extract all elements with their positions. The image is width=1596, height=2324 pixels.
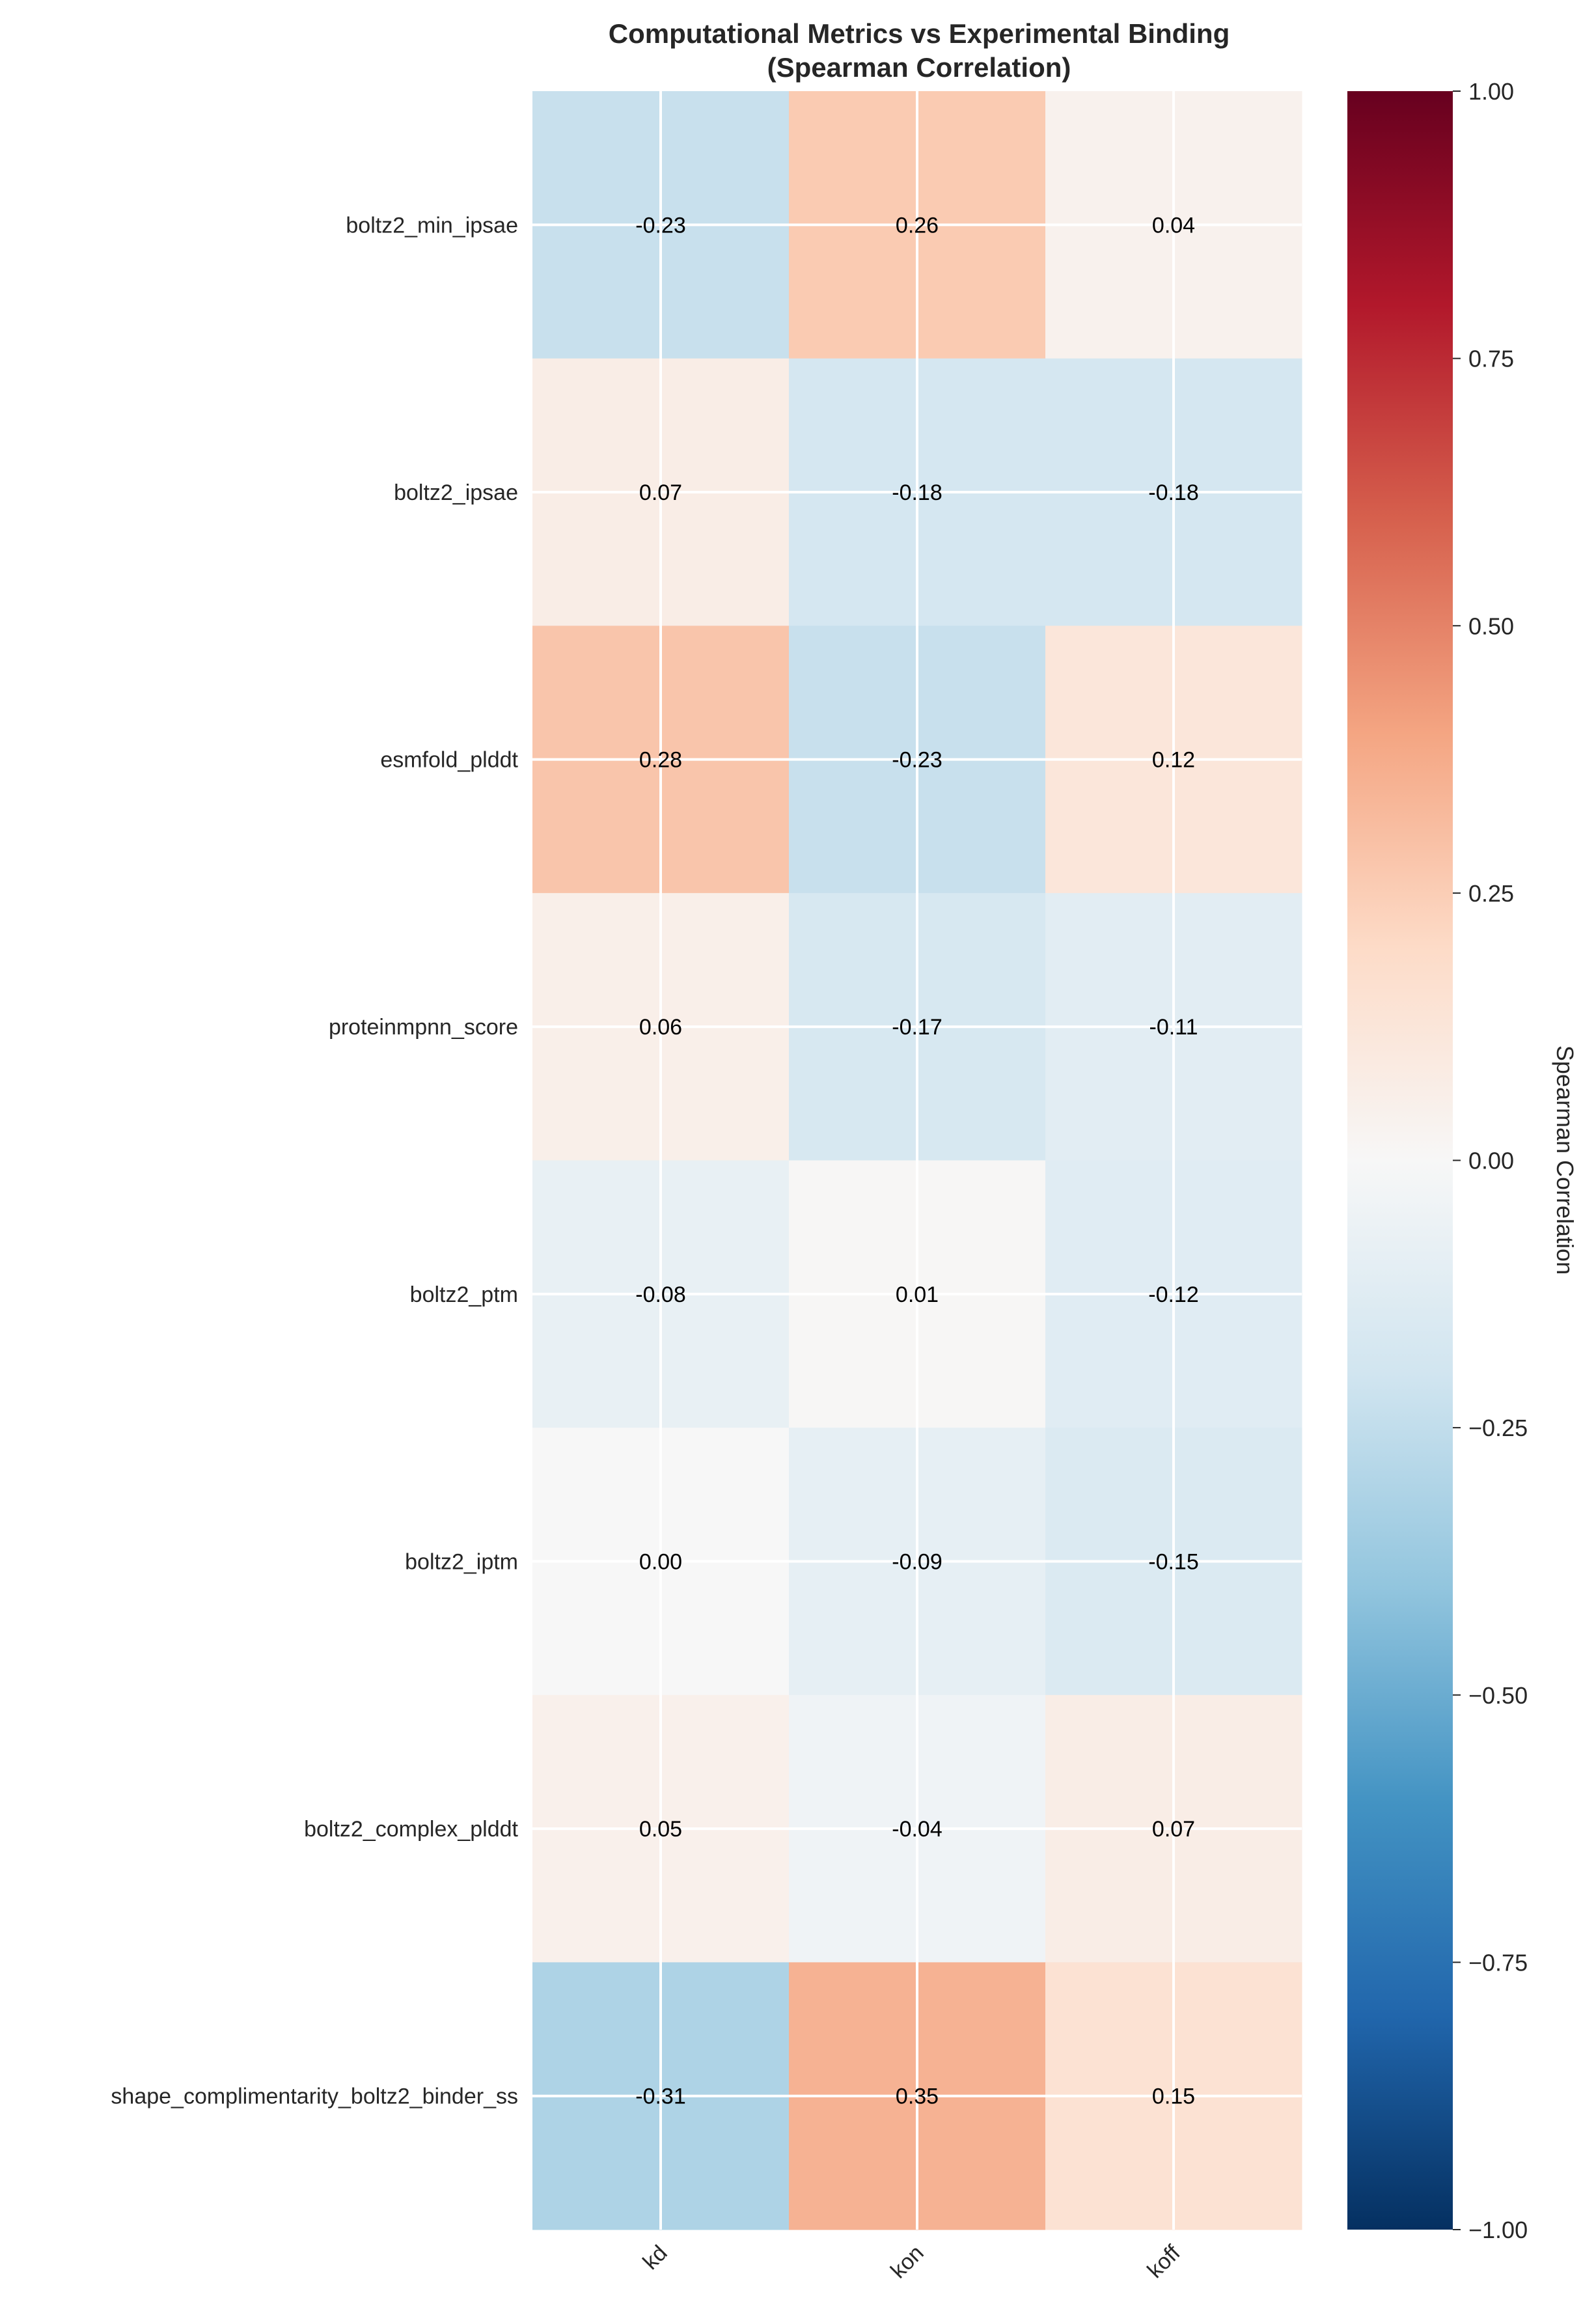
row-label: boltz2_iptm	[405, 1549, 518, 1574]
column-label: kd	[638, 2241, 672, 2275]
cell-value-label: -0.18	[892, 480, 942, 505]
cell-value-label: -0.23	[892, 748, 942, 773]
colorbar-tick-label: 1.00	[1468, 78, 1514, 105]
cell-value-label: 0.26	[896, 213, 939, 238]
cell-value-label: -0.08	[635, 1282, 686, 1307]
row-labels: boltz2_min_ipsae boltz2_ipsae esmfold_pldd…	[111, 213, 518, 2109]
colorbar-tick-label: −1.00	[1468, 2217, 1528, 2243]
row-label: esmfold_plddt	[380, 748, 518, 773]
colorbar-tick-label: −0.25	[1468, 1415, 1528, 1441]
cell-value-label: 0.28	[639, 748, 682, 773]
cell-value-label: -0.12	[1148, 1282, 1199, 1307]
row-label: boltz2_ipsae	[394, 480, 518, 505]
cell-value-label: 0.07	[1152, 1817, 1195, 1842]
cell-value-label: -0.11	[1149, 1015, 1198, 1040]
cell-value-label: 0.01	[896, 1282, 939, 1307]
cell-value-label: 0.15	[1152, 2084, 1195, 2109]
cell-value-label: 0.07	[639, 480, 682, 505]
colorbar-ticks: 1.00 0.75 0.50 0.25 0.00 −0.25 −0.50 −0.75 −1.00	[1453, 78, 1528, 2243]
cell-value-label: 0.35	[896, 2084, 939, 2109]
grid-lines	[532, 91, 1302, 2230]
cell-value-label: -0.31	[635, 2084, 686, 2109]
cell-value-label: -0.09	[892, 1549, 942, 1574]
cell-value-label: -0.17	[892, 1015, 942, 1040]
column-label: koff	[1142, 2240, 1185, 2283]
chart-title: Computational Metrics vs Experimental Bi…	[609, 18, 1230, 49]
colorbar-tick-label: 0.50	[1468, 613, 1514, 639]
chart-subtitle: (Spearman Correlation)	[767, 52, 1071, 83]
row-label: boltz2_min_ipsae	[346, 213, 518, 238]
colorbar-tick-label: 0.75	[1468, 346, 1514, 372]
cell-value-label: 0.05	[639, 1817, 682, 1842]
colorbar-tick-label: 0.00	[1468, 1148, 1514, 1174]
row-label: boltz2_ptm	[410, 1282, 518, 1307]
row-label: shape_complimentarity_boltz2_binder_ss	[111, 2084, 518, 2109]
colorbar-label: Spearman Correlation	[1552, 1045, 1578, 1275]
cell-value-label: -0.23	[635, 213, 686, 238]
cell-value-label: -0.04	[892, 1817, 942, 1842]
colorbar	[1347, 91, 1453, 2230]
colorbar-tick-label: −0.50	[1468, 1682, 1528, 1709]
cell-value-label: 0.00	[639, 1549, 682, 1574]
cell-value-label: -0.15	[1148, 1549, 1199, 1574]
cell-value-label: 0.06	[639, 1015, 682, 1040]
cell-value-labels: -0.23 0.26 0.04 0.07 -0.18 -0.18 0.28 -0.23 0.12…	[635, 213, 1199, 2109]
colorbar-tick-label: −0.75	[1468, 1949, 1528, 1976]
column-label: kon	[886, 2241, 929, 2284]
cell-value-label: -0.18	[1148, 480, 1199, 505]
cell-value-label: 0.04	[1152, 213, 1195, 238]
row-label: proteinmpnn_score	[329, 1015, 518, 1040]
cell-value-label: 0.12	[1152, 748, 1195, 773]
column-labels: kd kon koff	[638, 2240, 1185, 2283]
colorbar-tick-label: 0.25	[1468, 880, 1514, 907]
row-label: boltz2_complex_plddt	[304, 1817, 518, 1842]
